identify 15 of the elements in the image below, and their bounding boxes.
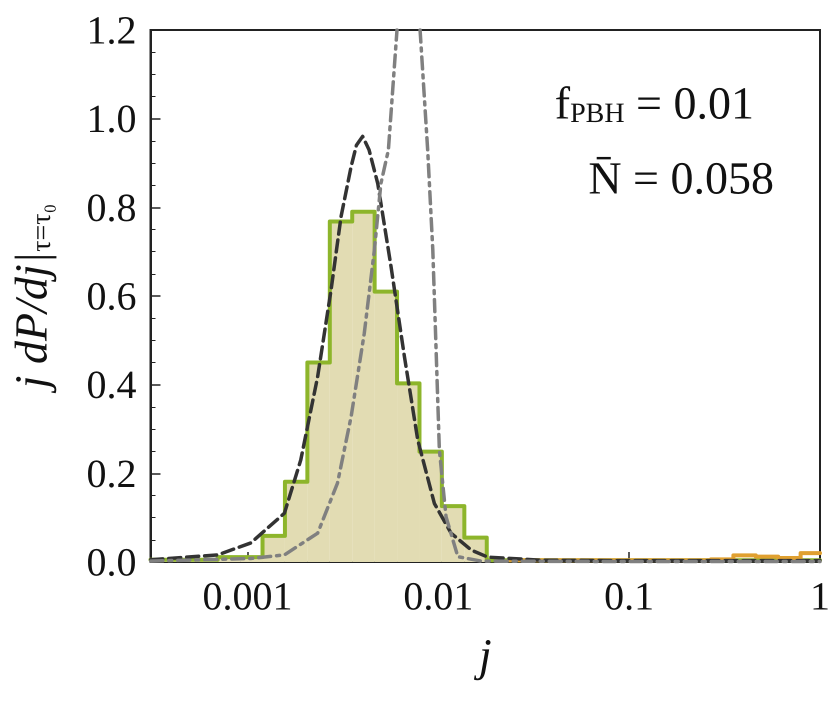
y-axis-title: j dP/dj|τ=τ₀ <box>6 204 57 394</box>
x-tick-label: 0.001 <box>202 574 293 618</box>
y-tick-label: 0.0 <box>86 540 136 584</box>
y-tick-label: 0.6 <box>86 274 136 318</box>
y-tick-label: 1.0 <box>86 96 136 142</box>
annotation: fPBH = 0.01 <box>554 78 754 129</box>
x-axis-title: j <box>474 630 492 680</box>
y-tick-label: 0.2 <box>86 450 136 496</box>
x-tick-label: 0.1 <box>604 574 654 618</box>
y-tick-label: 1.2 <box>86 8 136 52</box>
x-tick-label: 0.01 <box>403 574 474 618</box>
annotation: N̄ = 0.058 <box>588 152 774 204</box>
y-tick-label: 0.4 <box>86 362 136 408</box>
x-tick-label: 1 <box>810 574 830 618</box>
y-tick-label: 0.8 <box>86 184 136 230</box>
